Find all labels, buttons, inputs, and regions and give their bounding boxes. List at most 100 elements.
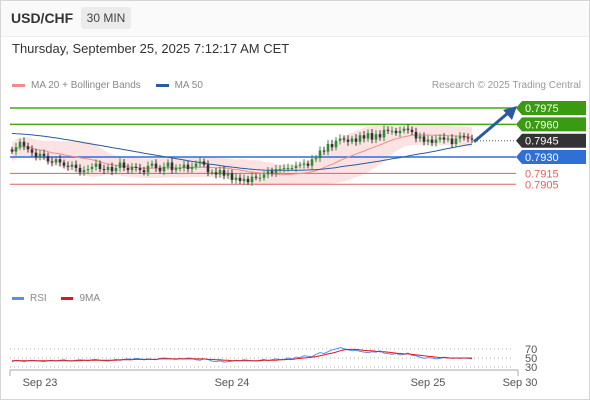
candle-body (86, 169, 90, 171)
candle (34, 148, 38, 161)
candle (450, 134, 454, 148)
rsi-ma-swatch (61, 296, 74, 300)
candle-body (78, 167, 82, 173)
candle-body (262, 174, 266, 178)
x-tick-Sep-23: Sep 23 (23, 377, 58, 389)
candle-body (74, 164, 78, 168)
candle (362, 131, 366, 143)
price-label-text: 0.7905 (525, 179, 559, 191)
candle (158, 165, 162, 174)
candle-body (202, 161, 206, 165)
candle (442, 133, 446, 144)
candle (426, 135, 430, 146)
rsi-tick-30: 30 (525, 362, 537, 374)
candle-body (446, 138, 450, 140)
candle (282, 164, 286, 173)
candle-body (442, 137, 446, 140)
candle-body (146, 165, 150, 173)
candle-body (398, 130, 402, 134)
candle (30, 145, 34, 157)
price-label-text: 0.7915 (525, 168, 559, 180)
candle-body (326, 143, 330, 152)
timeframe-button[interactable]: 30 MIN (81, 7, 131, 29)
candle (382, 125, 386, 142)
price-label-text: 0.7930 (525, 152, 559, 164)
candle (430, 136, 434, 147)
candle (294, 161, 298, 172)
price-label-box (516, 117, 586, 132)
candle-body (322, 150, 326, 152)
candle-body (266, 171, 270, 175)
candle (54, 156, 58, 166)
candle-body (94, 163, 98, 167)
candle (406, 124, 410, 134)
candle-body (38, 153, 42, 158)
candle-body (162, 166, 166, 172)
candle (182, 160, 186, 172)
candle (370, 129, 374, 144)
ma50-swatch (155, 83, 169, 87)
candle (146, 161, 150, 177)
x-tick-Sep-25: Sep 25 (411, 377, 446, 389)
credit-text: Research © 2025 Trading Central (431, 80, 581, 91)
header-bar: USD/CHF 30 MIN (0, 0, 590, 37)
candle (322, 146, 326, 155)
candle (66, 161, 70, 171)
candle (254, 173, 258, 181)
candle (118, 158, 122, 172)
candle (458, 132, 462, 143)
rsi-swatch (12, 296, 24, 300)
candle-body (66, 165, 70, 167)
candle-body (54, 159, 58, 163)
candle (162, 162, 166, 176)
candle-body (82, 170, 86, 173)
candle (58, 154, 62, 167)
candle (26, 142, 30, 153)
candle (86, 165, 90, 174)
candle (346, 135, 350, 146)
candle (50, 157, 54, 167)
candle (42, 149, 46, 160)
candle (350, 135, 354, 145)
candle (110, 162, 114, 176)
x-tick-Sep-30: Sep 30 (503, 377, 538, 389)
rsi-legend-label: RSI (30, 293, 47, 304)
candle-body (58, 159, 62, 163)
candle (422, 132, 426, 146)
candle (354, 134, 358, 146)
candle-body (290, 167, 294, 169)
candle (78, 164, 82, 176)
candle-body (150, 163, 154, 166)
price-label-0.7975: 0.7975 (516, 101, 586, 115)
candle (90, 163, 94, 173)
candle-body (50, 161, 54, 163)
candle-body (90, 166, 94, 170)
candle (10, 146, 14, 155)
candle (402, 125, 406, 134)
candle-body (134, 166, 138, 168)
candle-body (402, 128, 406, 131)
candle-body (218, 170, 222, 175)
candle-body (222, 170, 226, 176)
candle (246, 175, 250, 185)
candle (386, 126, 390, 134)
candle (222, 166, 226, 180)
candle (342, 135, 346, 143)
candle-body (318, 150, 322, 159)
candle (102, 164, 106, 175)
candle-body (34, 152, 38, 158)
candle (166, 159, 170, 170)
candle (134, 163, 138, 172)
candle-body (234, 177, 238, 180)
candle-body (110, 166, 114, 172)
candle-body (126, 167, 130, 171)
candle (122, 159, 126, 172)
candle-body (14, 147, 18, 152)
candle (278, 165, 282, 173)
candle (226, 169, 230, 179)
currency-pair: USD/CHF (11, 10, 74, 26)
projection-arrow-head (503, 106, 517, 120)
candle (130, 163, 134, 174)
candle-body (282, 167, 286, 170)
